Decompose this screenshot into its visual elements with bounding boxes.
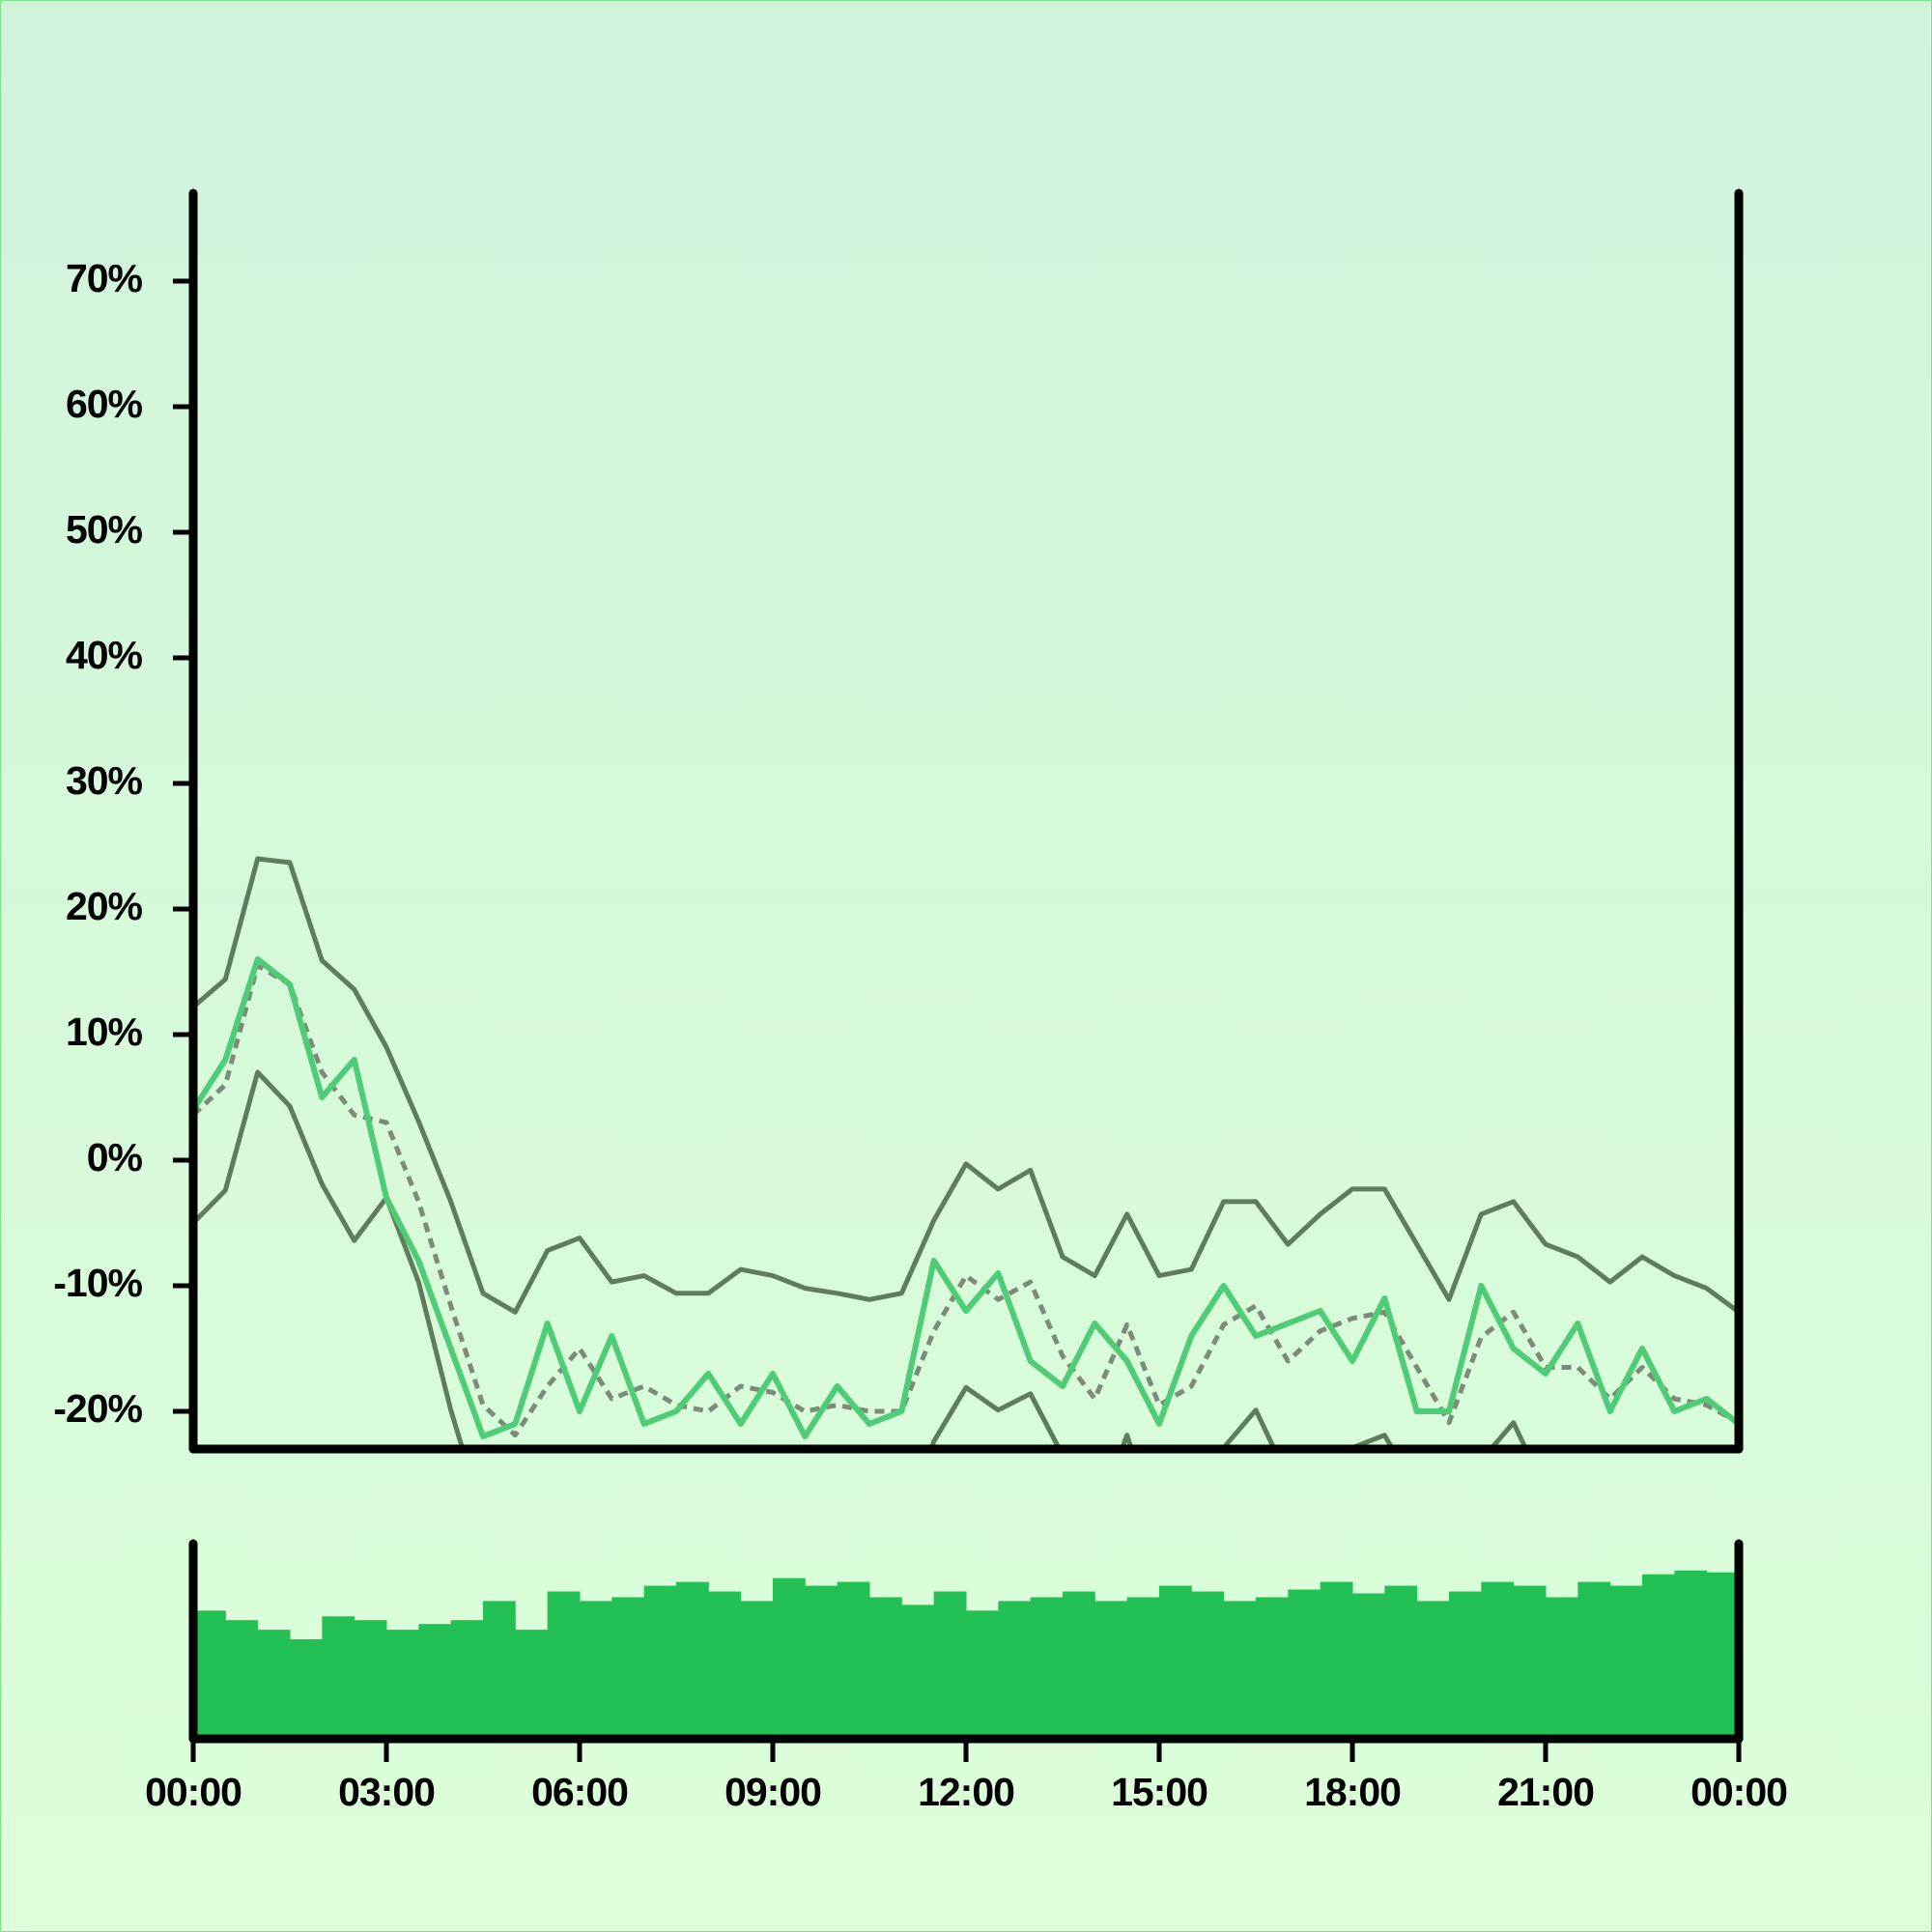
volume-bar bbox=[322, 1616, 355, 1739]
volume-bar bbox=[290, 1639, 323, 1739]
y-tick-label: 40% bbox=[66, 633, 143, 677]
volume-bar bbox=[1674, 1570, 1708, 1739]
series-line bbox=[193, 1069, 1529, 1449]
volume-bar bbox=[418, 1624, 452, 1739]
volume-bar bbox=[1288, 1589, 1321, 1739]
volume-bar bbox=[257, 1630, 291, 1739]
x-tick-label: 21:00 bbox=[1497, 1770, 1594, 1814]
volume-bar bbox=[1256, 1597, 1289, 1739]
volume-bar bbox=[773, 1577, 806, 1739]
x-tick-label: 15:00 bbox=[1111, 1770, 1208, 1814]
volume-bar bbox=[1159, 1585, 1192, 1739]
y-tick-label: 70% bbox=[66, 256, 143, 300]
volume-bar bbox=[1384, 1585, 1418, 1739]
volume-bar bbox=[1546, 1597, 1578, 1739]
volume-bar bbox=[1320, 1581, 1353, 1739]
volume-bar bbox=[450, 1620, 484, 1739]
axes: -20% -10% 0% 10% 20% 30% 40% 50% 60% 70% 00:00 03:0… bbox=[53, 188, 1788, 1814]
volume-bar bbox=[1063, 1591, 1095, 1739]
volume-panel bbox=[193, 1570, 1740, 1739]
volume-bar bbox=[225, 1620, 259, 1739]
volume-bar bbox=[676, 1581, 709, 1739]
volume-bar bbox=[580, 1601, 612, 1739]
volume-bar bbox=[1513, 1585, 1547, 1739]
volume-bar bbox=[1126, 1597, 1160, 1739]
volume-bar bbox=[643, 1585, 677, 1739]
x-tick-label: 00:00 bbox=[145, 1770, 242, 1814]
x-tick-label: 03:00 bbox=[338, 1770, 435, 1814]
y-tick-label: -20% bbox=[53, 1386, 142, 1431]
volume-bar bbox=[611, 1597, 645, 1739]
volume-bar bbox=[1642, 1574, 1675, 1739]
volume-bar bbox=[740, 1601, 774, 1739]
volume-bar bbox=[708, 1591, 742, 1739]
volume-bar bbox=[1449, 1591, 1482, 1739]
volume-bar bbox=[901, 1605, 935, 1739]
y-tick-label: 20% bbox=[66, 884, 143, 928]
x-tick-label: 00:00 bbox=[1690, 1770, 1787, 1814]
volume-bar bbox=[1481, 1581, 1515, 1739]
series-line bbox=[193, 963, 1739, 1438]
x-tick-label: 09:00 bbox=[724, 1770, 821, 1814]
x-tick-label: 06:00 bbox=[531, 1770, 628, 1814]
series-line bbox=[193, 956, 1739, 1439]
x-tick-label: 12:00 bbox=[918, 1770, 1014, 1814]
volume-bar bbox=[869, 1597, 902, 1739]
volume-bar bbox=[386, 1630, 419, 1739]
volume-bar bbox=[805, 1585, 838, 1739]
y-tick-label: 30% bbox=[66, 758, 143, 803]
price-panel bbox=[193, 856, 1739, 1449]
volume-bar bbox=[193, 1610, 226, 1739]
volume-bar bbox=[547, 1591, 581, 1739]
volume-bar bbox=[933, 1591, 967, 1739]
volume-bar bbox=[1030, 1597, 1064, 1739]
volume-bar bbox=[515, 1630, 549, 1739]
y-tick-label: 50% bbox=[66, 507, 143, 552]
volume-bar bbox=[1223, 1601, 1257, 1739]
volume-bar bbox=[966, 1610, 999, 1739]
series-line bbox=[193, 856, 1739, 1315]
y-tick-label: 60% bbox=[66, 382, 143, 426]
y-tick-label: -10% bbox=[53, 1261, 142, 1305]
volume-bar bbox=[1416, 1601, 1450, 1739]
volume-bar bbox=[354, 1620, 387, 1739]
volume-bar bbox=[1609, 1585, 1643, 1739]
y-tick-label: 0% bbox=[87, 1135, 143, 1179]
volume-bar bbox=[1706, 1572, 1740, 1739]
volume-bar bbox=[837, 1581, 870, 1739]
volume-bar bbox=[1577, 1581, 1611, 1739]
volume-bar bbox=[1191, 1591, 1225, 1739]
volume-bar bbox=[483, 1601, 516, 1739]
volume-bar bbox=[998, 1601, 1032, 1739]
y-tick-label: 10% bbox=[66, 1009, 143, 1054]
volume-bar bbox=[1352, 1593, 1385, 1739]
x-tick-label: 18:00 bbox=[1304, 1770, 1401, 1814]
volume-bar bbox=[1094, 1601, 1128, 1739]
